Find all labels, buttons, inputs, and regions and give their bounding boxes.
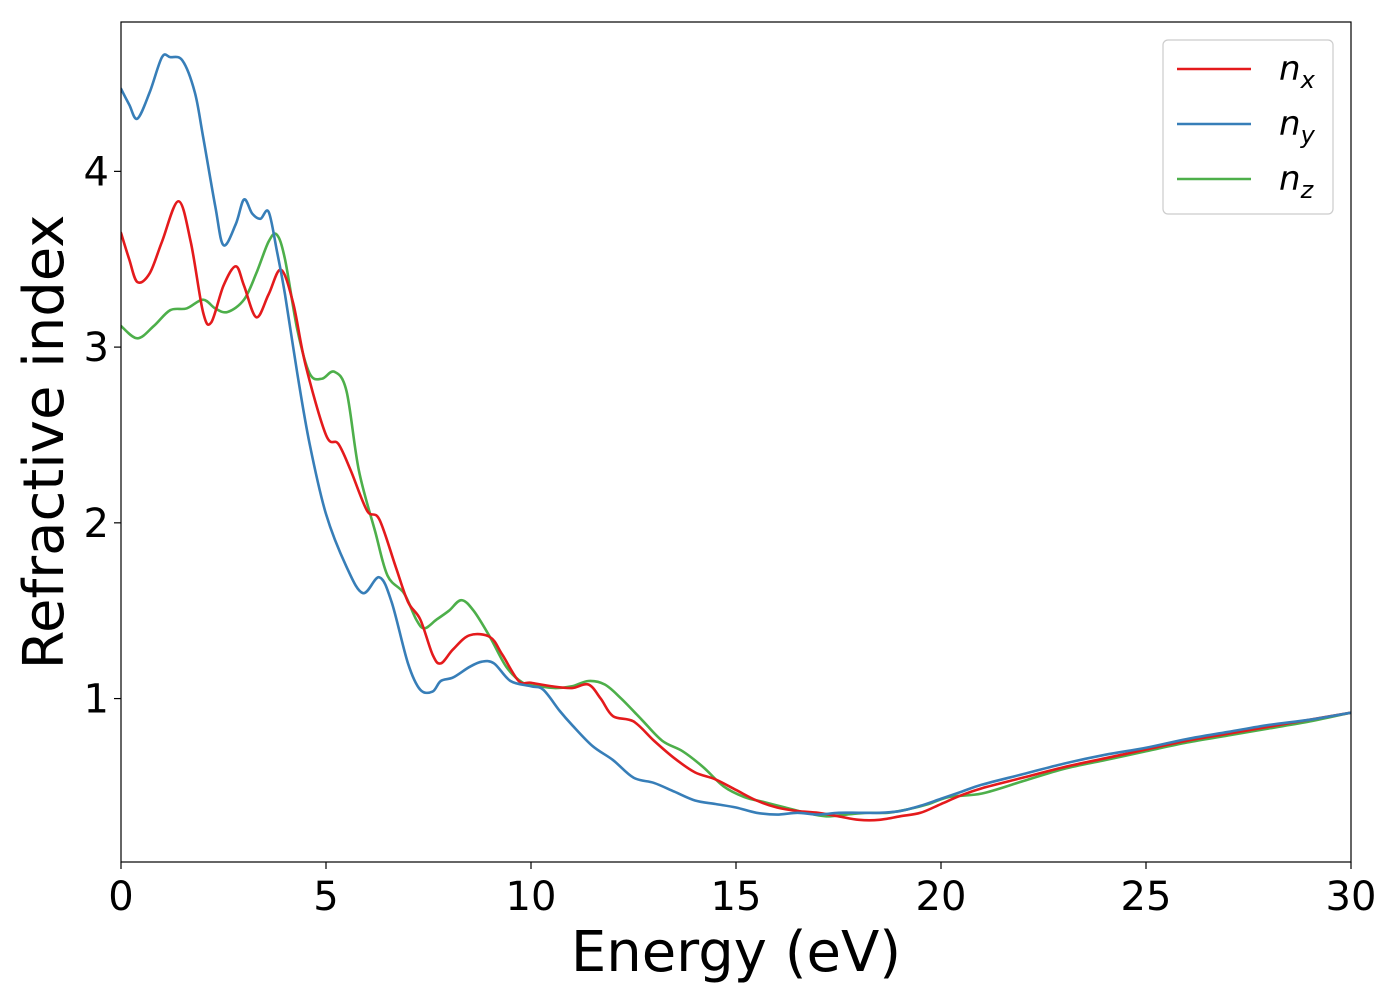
legend-label-subscript: x <box>1300 66 1316 94</box>
legend-box <box>1162 39 1334 215</box>
legend-label-nz: nz <box>1279 159 1315 204</box>
legend-label-subscript: z <box>1300 176 1315 204</box>
y-tick-label: 1 <box>84 677 109 723</box>
series-line-nx <box>121 199 1351 822</box>
y-tick-label: 2 <box>84 501 109 547</box>
legend-label-base: n <box>1279 49 1301 89</box>
y-axis-label: Refractive index <box>12 215 77 670</box>
series-line-ny <box>121 53 1351 816</box>
x-tick-label: 25 <box>1121 874 1172 920</box>
y-tick-label: 4 <box>84 149 109 195</box>
x-axis: 0 5 10 15 20 25 30 <box>108 862 1376 920</box>
x-tick-label: 5 <box>313 874 338 920</box>
x-axis-label: Energy (eV) <box>571 920 901 985</box>
plot-area <box>121 22 1351 862</box>
x-tick-label: 10 <box>506 874 557 920</box>
x-tick-label: 15 <box>711 874 762 920</box>
legend-label-subscript: y <box>1300 121 1316 149</box>
legend-label-base: n <box>1279 104 1301 144</box>
series-layer <box>121 53 1351 822</box>
y-tick-label: 3 <box>84 325 109 371</box>
x-tick-label: 30 <box>1326 874 1377 920</box>
legend-label-ny: ny <box>1279 104 1316 149</box>
x-tick-label: 20 <box>916 874 967 920</box>
x-tick-label: 0 <box>108 874 133 920</box>
legend-label-nx: nx <box>1279 49 1316 94</box>
legend-label-base: n <box>1279 159 1301 199</box>
y-axis: 1 2 3 4 <box>84 149 121 723</box>
